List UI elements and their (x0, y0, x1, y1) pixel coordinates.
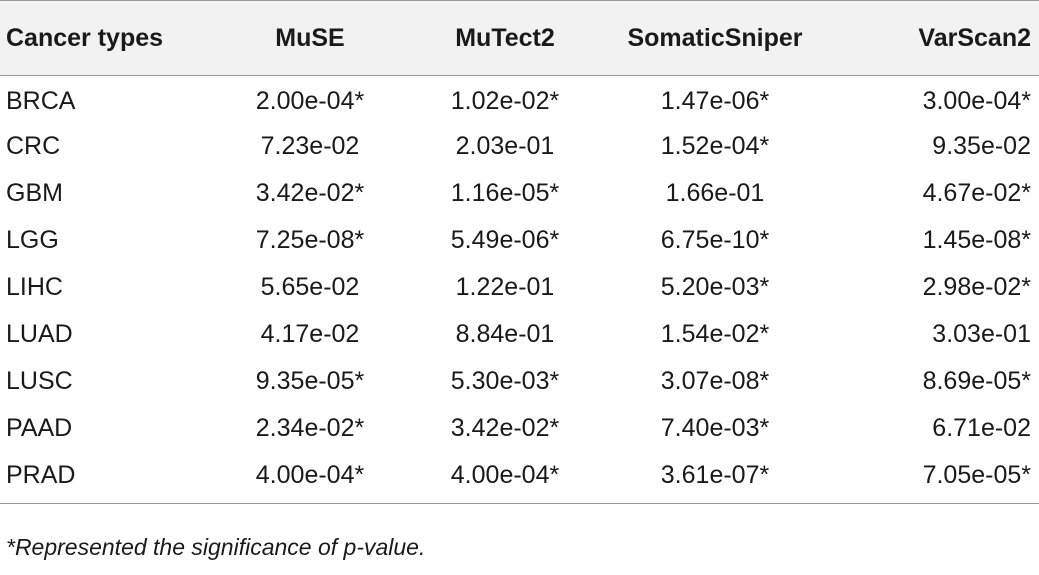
table-row: CRC 7.23e-02 2.03e-01 1.52e-04* 9.35e-02 (0, 123, 1039, 170)
results-table-container: Cancer types MuSE MuTect2 SomaticSniper … (0, 0, 1039, 504)
cell-somaticsniper: 7.40e-03* (660, 413, 770, 442)
cell-somaticsniper: 3.61e-07* (600, 451, 830, 504)
cell-mutect2: 1.02e-02* (450, 86, 560, 115)
table-row: PAAD 2.34e-02* 3.42e-02* 7.40e-03* 6.71e… (0, 405, 1039, 452)
cell-mutect2: 1.16e-05* (450, 178, 560, 207)
cell-varscan2: 2.98e-02* (922, 272, 1031, 301)
cell-muse: 4.00e-04* (210, 451, 410, 504)
cell-mutect2: 5.49e-06* (450, 225, 560, 254)
table-row: BRCA 2.00e-04* 1.02e-02* 1.47e-06* 3.00e… (0, 76, 1039, 123)
cell-mutect2: 2.03e-01 (455, 131, 555, 160)
cell-somaticsniper: 1.52e-04* (660, 131, 770, 160)
cell-somaticsniper: 1.47e-06* (660, 86, 770, 115)
cell-mutect2: 8.84e-01 (455, 319, 555, 348)
header-varscan2: VarScan2 (830, 0, 1039, 76)
table-row: LUSC 9.35e-05* 5.30e-03* 3.07e-08* 8.69e… (0, 358, 1039, 405)
table-row: LIHC 5.65e-02 1.22e-01 5.20e-03* 2.98e-0… (0, 264, 1039, 311)
cell-cancer-type: LUSC (6, 366, 73, 395)
cell-muse: 7.23e-02 (260, 131, 360, 160)
cell-varscan2: 9.35e-02 (932, 131, 1031, 160)
cell-somaticsniper: 1.54e-02* (660, 319, 770, 348)
header-somaticsniper: SomaticSniper (600, 0, 830, 76)
table-header: Cancer types MuSE MuTect2 SomaticSniper … (0, 0, 1039, 76)
cell-varscan2: 8.69e-05* (922, 366, 1031, 395)
cell-mutect2: 4.00e-04* (410, 451, 600, 504)
cell-varscan2: 7.05e-05* (830, 451, 1039, 504)
cell-cancer-type: PRAD (0, 451, 210, 504)
cell-cancer-type: LGG (6, 225, 59, 254)
cell-mutect2: 5.30e-03* (450, 366, 560, 395)
header-muse: MuSE (210, 0, 410, 76)
header-cancer-types: Cancer types (0, 0, 210, 76)
cell-muse: 9.35e-05* (255, 366, 365, 395)
cell-muse: 7.25e-08* (255, 225, 365, 254)
cell-varscan2: 4.67e-02* (922, 178, 1031, 207)
cell-mutect2: 3.42e-02* (450, 413, 560, 442)
cell-somaticsniper: 6.75e-10* (660, 225, 770, 254)
cell-muse: 4.17e-02 (260, 319, 360, 348)
table-row: GBM 3.42e-02* 1.16e-05* 1.66e-01 4.67e-0… (0, 170, 1039, 217)
pvalue-table: Cancer types MuSE MuTect2 SomaticSniper … (0, 0, 1039, 504)
table-row: LUAD 4.17e-02 8.84e-01 1.54e-02* 3.03e-0… (0, 311, 1039, 358)
cell-muse: 5.65e-02 (260, 272, 360, 301)
table-row: PRAD 4.00e-04* 4.00e-04* 3.61e-07* 7.05e… (0, 451, 1039, 504)
cell-varscan2: 3.00e-04* (922, 86, 1031, 115)
cell-varscan2: 6.71e-02 (932, 413, 1031, 442)
cell-somaticsniper: 5.20e-03* (660, 272, 770, 301)
cell-somaticsniper: 3.07e-08* (660, 366, 770, 395)
cell-cancer-type: LIHC (6, 272, 63, 301)
cell-cancer-type: GBM (6, 178, 63, 207)
cell-cancer-type: BRCA (6, 86, 76, 115)
cell-cancer-type: LUAD (6, 319, 73, 348)
cell-cancer-type: CRC (6, 131, 61, 160)
header-mutect2: MuTect2 (410, 0, 600, 76)
cell-varscan2: 1.45e-08* (922, 225, 1031, 254)
table-body: BRCA 2.00e-04* 1.02e-02* 1.47e-06* 3.00e… (0, 76, 1039, 504)
table-row: LGG 7.25e-08* 5.49e-06* 6.75e-10* 1.45e-… (0, 217, 1039, 264)
cell-muse: 3.42e-02* (255, 178, 365, 207)
cell-cancer-type: PAAD (6, 413, 73, 442)
header-row: Cancer types MuSE MuTect2 SomaticSniper … (0, 0, 1039, 76)
cell-varscan2: 3.03e-01 (932, 319, 1031, 348)
cell-somaticsniper: 1.66e-01 (665, 178, 765, 207)
table-footnote: *Represented the significance of p-value… (6, 534, 426, 560)
cell-muse: 2.34e-02* (255, 413, 365, 442)
cell-mutect2: 1.22e-01 (455, 272, 555, 301)
cell-muse: 2.00e-04* (255, 86, 365, 115)
